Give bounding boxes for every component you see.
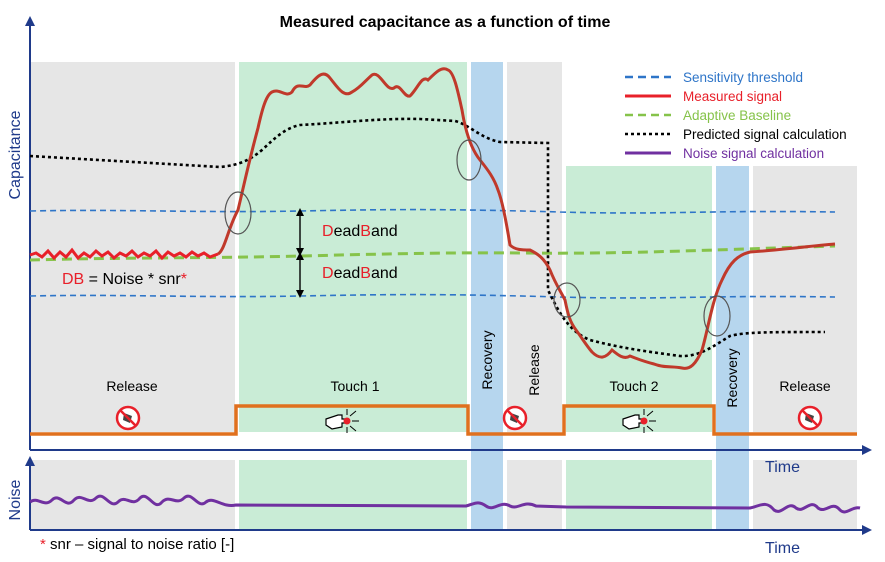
phase-band-touch-1 [239,62,467,432]
phase-label-recovery-2: Recovery [724,348,740,407]
phase-band-recovery-1 [471,62,503,530]
phase-label-touch-1: Touch 1 [330,378,379,394]
noise-band-release-3 [753,460,857,530]
footnote: * snr – signal to noise ratio [-] [40,536,234,553]
db-formula: DB = Noise * snr* [62,271,187,288]
touch-finger-icon [325,409,359,433]
deadband-label-upper: DeadBand [322,223,398,240]
no-touch-icon [797,405,823,431]
legend-label-base: Adaptive Baseline [683,108,791,123]
phase-band-release-2 [507,62,562,432]
legend-label-sens: Sensitivity threshold [683,70,803,85]
noise-x-axis-label: Time [765,540,800,557]
phase-band-recovery-2 [716,166,749,530]
noise-band-release-1 [30,460,235,530]
noise-y-axis-label: Noise [7,479,24,520]
measured-signal [216,67,836,370]
legend-label-meas: Measured signal [683,89,782,104]
chart-legend: Sensitivity threshold Measured signal Adap… [625,70,847,161]
no-touch-icon [502,405,528,431]
noise-band-touch-1 [239,460,467,530]
phase-band-touch-2 [566,166,712,432]
measured-signal-noise-left [29,247,219,261]
x-axis-label: Time [765,459,800,476]
phase-label-release-2: Release [526,344,542,396]
crossing-circle-2 [456,139,482,181]
chart-title: Measured capacitance as a function of ti… [280,14,611,31]
adaptive-baseline [29,244,836,262]
no-touch-icon [115,405,141,431]
phase-label-touch-2: Touch 2 [609,378,658,394]
predicted-signal [29,117,826,358]
sensitivity-threshold-upper [29,208,836,214]
noise-band-touch-2 [566,460,712,530]
touch-finger-icon [622,409,656,433]
y-axis-label: Capacitance [7,110,24,199]
touch-state-line [30,404,857,436]
deadband-label-lower: DeadBand [322,265,398,282]
phase-label-recovery-1: Recovery [479,330,495,389]
phase-band-release-3 [753,166,857,432]
legend-label-pred: Predicted signal calculation [683,127,847,142]
noise-signal [29,494,861,514]
phase-label-release-1: Release [106,378,158,394]
noise-band-release-2 [507,460,562,530]
crossing-circle-1 [224,191,252,235]
phase-label-release-3: Release [779,378,831,394]
crossing-circle-3 [553,282,581,318]
sensitivity-threshold-lower [29,293,836,299]
legend-label-noise: Noise signal calculation [683,146,824,161]
crossing-circle-4 [703,295,731,337]
phase-band-release-1 [30,62,235,432]
phase-bands [30,62,857,530]
axes [25,16,872,535]
